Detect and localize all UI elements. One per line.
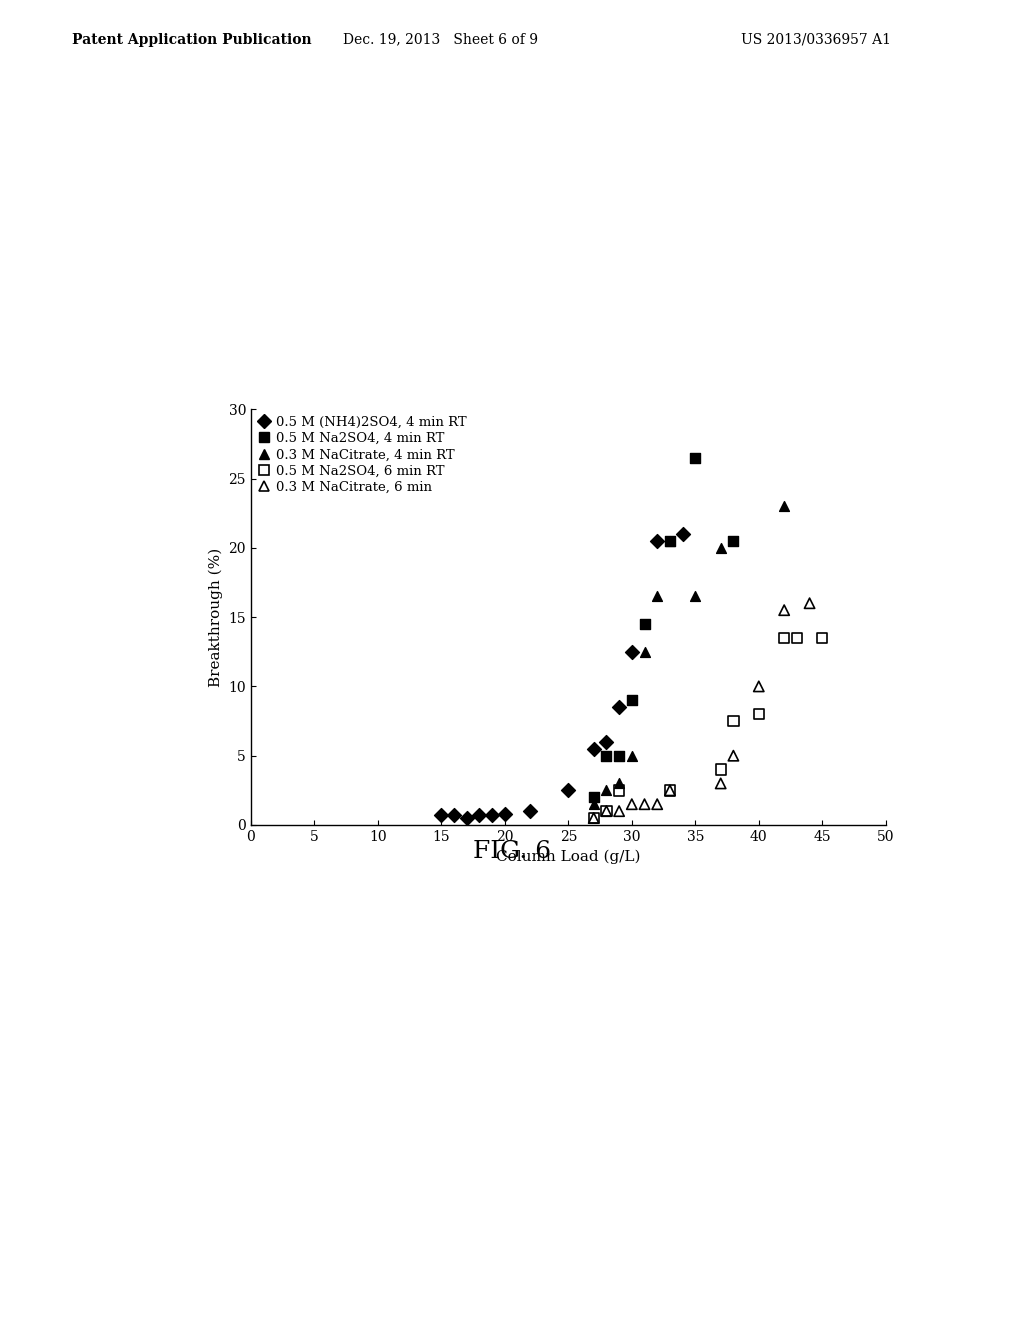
0.5 M (NH4)2SO4, 4 min RT bbox=[586, 738, 602, 759]
0.3 M NaCitrate, 6 min bbox=[802, 593, 818, 614]
0.5 M Na2SO4, 6 min RT bbox=[725, 710, 741, 731]
0.5 M Na2SO4, 6 min RT bbox=[611, 780, 628, 801]
0.5 M Na2SO4, 4 min RT bbox=[586, 787, 602, 808]
0.5 M (NH4)2SO4, 4 min RT bbox=[624, 642, 640, 663]
0.3 M NaCitrate, 6 min bbox=[624, 793, 640, 814]
0.3 M NaCitrate, 6 min bbox=[636, 793, 652, 814]
0.5 M Na2SO4, 4 min RT bbox=[687, 447, 703, 469]
0.3 M NaCitrate, 6 min bbox=[751, 676, 767, 697]
0.3 M NaCitrate, 4 min RT bbox=[611, 772, 628, 793]
0.5 M Na2SO4, 4 min RT bbox=[636, 614, 652, 635]
0.3 M NaCitrate, 6 min bbox=[725, 744, 741, 766]
0.3 M NaCitrate, 4 min RT bbox=[636, 642, 652, 663]
0.3 M NaCitrate, 6 min bbox=[713, 772, 729, 793]
0.5 M (NH4)2SO4, 4 min RT bbox=[459, 808, 475, 829]
0.5 M (NH4)2SO4, 4 min RT bbox=[675, 524, 691, 545]
0.5 M (NH4)2SO4, 4 min RT bbox=[598, 731, 614, 752]
Y-axis label: Breakthrough (%): Breakthrough (%) bbox=[209, 548, 223, 686]
0.3 M NaCitrate, 6 min bbox=[586, 808, 602, 829]
0.3 M NaCitrate, 4 min RT bbox=[586, 793, 602, 814]
0.3 M NaCitrate, 6 min bbox=[611, 800, 628, 821]
0.5 M Na2SO4, 6 min RT bbox=[814, 627, 830, 648]
0.5 M Na2SO4, 6 min RT bbox=[598, 800, 614, 821]
0.5 M (NH4)2SO4, 4 min RT bbox=[522, 800, 539, 821]
0.5 M Na2SO4, 4 min RT bbox=[611, 744, 628, 766]
Legend: 0.5 M (NH4)2SO4, 4 min RT, 0.5 M Na2SO4, 4 min RT, 0.3 M NaCitrate, 4 min RT, 0.: 0.5 M (NH4)2SO4, 4 min RT, 0.5 M Na2SO4,… bbox=[257, 416, 467, 494]
Text: FIG. 6: FIG. 6 bbox=[473, 840, 551, 863]
0.5 M (NH4)2SO4, 4 min RT bbox=[611, 697, 628, 718]
0.3 M NaCitrate, 4 min RT bbox=[776, 496, 793, 517]
0.5 M (NH4)2SO4, 4 min RT bbox=[497, 804, 513, 825]
0.3 M NaCitrate, 4 min RT bbox=[624, 744, 640, 766]
0.5 M Na2SO4, 4 min RT bbox=[725, 531, 741, 552]
0.3 M NaCitrate, 4 min RT bbox=[662, 531, 678, 552]
0.5 M Na2SO4, 4 min RT bbox=[662, 531, 678, 552]
0.3 M NaCitrate, 4 min RT bbox=[687, 586, 703, 607]
0.3 M NaCitrate, 6 min bbox=[776, 599, 793, 620]
0.3 M NaCitrate, 4 min RT bbox=[598, 780, 614, 801]
0.5 M Na2SO4, 6 min RT bbox=[586, 808, 602, 829]
0.5 M Na2SO4, 6 min RT bbox=[788, 627, 805, 648]
0.5 M (NH4)2SO4, 4 min RT bbox=[560, 780, 577, 801]
Text: US 2013/0336957 A1: US 2013/0336957 A1 bbox=[741, 33, 891, 46]
Text: Dec. 19, 2013   Sheet 6 of 9: Dec. 19, 2013 Sheet 6 of 9 bbox=[343, 33, 538, 46]
Text: Patent Application Publication: Patent Application Publication bbox=[72, 33, 311, 46]
0.5 M Na2SO4, 6 min RT bbox=[713, 759, 729, 780]
0.3 M NaCitrate, 6 min bbox=[649, 793, 666, 814]
0.5 M Na2SO4, 6 min RT bbox=[751, 704, 767, 725]
0.5 M Na2SO4, 6 min RT bbox=[776, 627, 793, 648]
0.3 M NaCitrate, 4 min RT bbox=[649, 586, 666, 607]
0.5 M (NH4)2SO4, 4 min RT bbox=[433, 805, 450, 826]
0.3 M NaCitrate, 4 min RT bbox=[713, 537, 729, 558]
0.3 M NaCitrate, 6 min bbox=[662, 780, 678, 801]
0.5 M (NH4)2SO4, 4 min RT bbox=[649, 531, 666, 552]
0.5 M (NH4)2SO4, 4 min RT bbox=[445, 805, 462, 826]
0.5 M Na2SO4, 6 min RT bbox=[662, 780, 678, 801]
0.5 M Na2SO4, 4 min RT bbox=[624, 689, 640, 710]
0.5 M (NH4)2SO4, 4 min RT bbox=[471, 805, 487, 826]
0.5 M (NH4)2SO4, 4 min RT bbox=[484, 805, 501, 826]
0.3 M NaCitrate, 6 min bbox=[598, 800, 614, 821]
0.5 M Na2SO4, 4 min RT bbox=[598, 744, 614, 766]
X-axis label: Column Load (g/L): Column Load (g/L) bbox=[496, 849, 641, 863]
